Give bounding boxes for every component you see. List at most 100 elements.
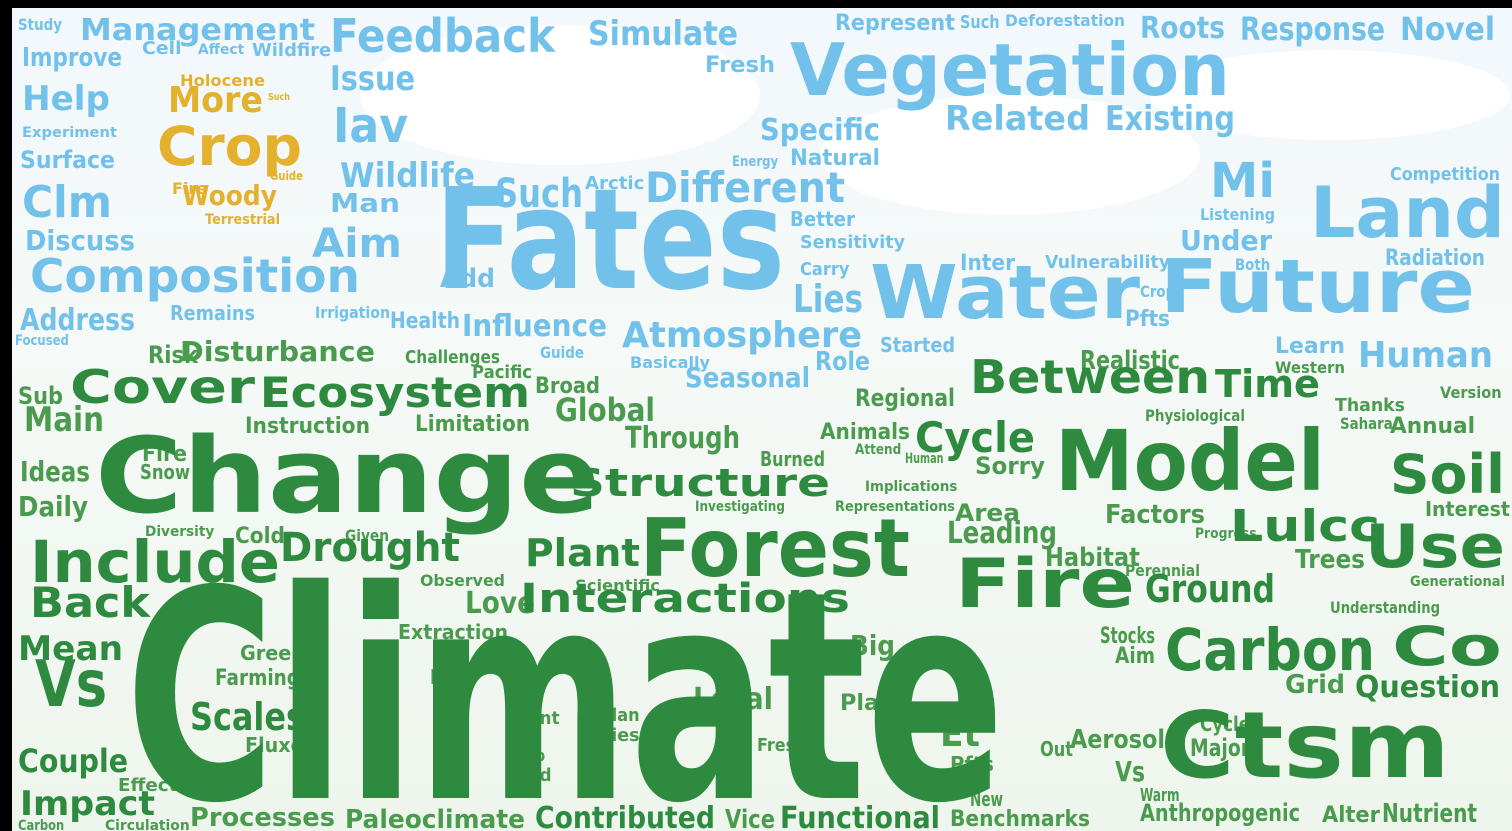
word-cloud: StudyManagementFeedbackSimulateVegetatio… — [0, 0, 1512, 831]
word: Existing — [1105, 99, 1235, 139]
word: Nutrient — [1382, 799, 1477, 829]
word: Fire — [955, 545, 1135, 624]
word: Influence — [462, 309, 607, 344]
word: Roots — [1140, 11, 1225, 46]
word: Mean — [18, 629, 123, 669]
word: Contributed — [535, 801, 715, 831]
word: Focused — [15, 333, 69, 349]
word: Help — [22, 79, 110, 119]
word: Learn — [1275, 334, 1345, 359]
word: Model — [1055, 412, 1325, 510]
word: Aim — [1115, 644, 1155, 669]
word: Seasonal — [685, 361, 810, 394]
word: Plant — [525, 531, 640, 575]
word: Use — [1365, 512, 1505, 582]
word: Between — [970, 350, 1210, 404]
word: Through — [625, 421, 740, 456]
word: Pfts — [1125, 307, 1170, 332]
word: Cell — [142, 38, 182, 59]
word: Feedback — [330, 9, 556, 63]
frame-left — [0, 0, 12, 831]
word: Ecosystem — [260, 368, 530, 417]
word: Soil — [1390, 443, 1505, 506]
word: Thanks — [1335, 395, 1405, 416]
word: Daily — [18, 490, 88, 523]
word: Ground — [1145, 567, 1275, 611]
word: Time — [1215, 362, 1320, 406]
word: Vs — [1115, 755, 1145, 788]
word: Irrigation — [315, 303, 390, 322]
word: Ideas — [20, 455, 90, 488]
word: Impact — [20, 784, 155, 824]
word: Fire — [172, 179, 207, 198]
word: Deforestation — [1005, 11, 1125, 30]
word: Holocene — [180, 71, 265, 90]
word: Mi — [1210, 153, 1275, 209]
word: Man — [330, 189, 400, 219]
word: Co — [1392, 615, 1502, 678]
word: Human — [1358, 335, 1493, 376]
frame-top — [0, 0, 1512, 8]
word: Role — [815, 347, 870, 377]
word: Drought — [280, 525, 460, 571]
page: {"word_cloud": {"groups": [ {"color": "#… — [0, 0, 1512, 831]
word: Alter — [1322, 803, 1380, 828]
word: Version — [1440, 383, 1502, 402]
word: Structure — [570, 461, 830, 505]
word: Terrestrial — [205, 212, 280, 228]
word: Change — [95, 415, 600, 537]
word: Simulate — [588, 14, 738, 54]
word: Clm — [22, 177, 112, 228]
word: Sahara — [1340, 414, 1393, 433]
word: Ctsm — [1160, 692, 1450, 799]
word: Question — [1355, 670, 1500, 705]
word: Related — [945, 99, 1090, 139]
word: Carbon — [1165, 616, 1375, 684]
word: Listening — [1200, 205, 1275, 224]
word: Cover — [70, 360, 255, 414]
word: Fresh — [705, 53, 775, 78]
word: Out — [1040, 737, 1073, 761]
word: Regional — [855, 384, 955, 412]
word: Radiation — [1385, 246, 1485, 271]
word: Inter — [960, 251, 1015, 276]
word: Remains — [170, 301, 255, 325]
word: Novel — [1400, 10, 1495, 48]
word: Scales — [190, 695, 305, 739]
word: Couple — [18, 742, 128, 780]
word: Represent — [835, 11, 955, 36]
word: Area — [955, 499, 1020, 527]
word: Interactions — [520, 576, 850, 622]
word: Carry — [800, 259, 850, 280]
word: Surface — [20, 146, 115, 174]
word: Response — [1240, 10, 1385, 48]
word: Add — [440, 264, 495, 294]
word: Vulnerability — [1045, 252, 1170, 273]
word: Lulcc — [1230, 501, 1380, 552]
word: Back — [30, 578, 151, 627]
word: Composition — [30, 249, 360, 303]
word: Aerosol — [1070, 725, 1165, 755]
word: Attend — [855, 442, 901, 458]
word: Cycle — [915, 413, 1035, 462]
word: Annual — [1390, 414, 1475, 439]
word: Better — [790, 207, 855, 231]
word: Sub — [18, 382, 63, 410]
word: Crop — [1140, 282, 1175, 301]
word: Wildfire — [252, 40, 331, 61]
word: Guide — [270, 169, 303, 183]
word: Such — [960, 12, 1000, 33]
word: Issue — [330, 59, 415, 99]
word: Study — [18, 15, 62, 34]
word: Experiment — [22, 125, 117, 141]
word: Health — [390, 309, 460, 334]
word: Guide — [540, 343, 584, 362]
word: Land — [1310, 172, 1505, 254]
word: Fates — [435, 159, 785, 322]
word: Implications — [865, 479, 957, 495]
word: Broad — [535, 374, 600, 399]
word: Started — [880, 333, 955, 357]
word: Specific — [760, 113, 880, 148]
word: Affect — [198, 42, 244, 58]
word: Both — [1235, 255, 1270, 274]
